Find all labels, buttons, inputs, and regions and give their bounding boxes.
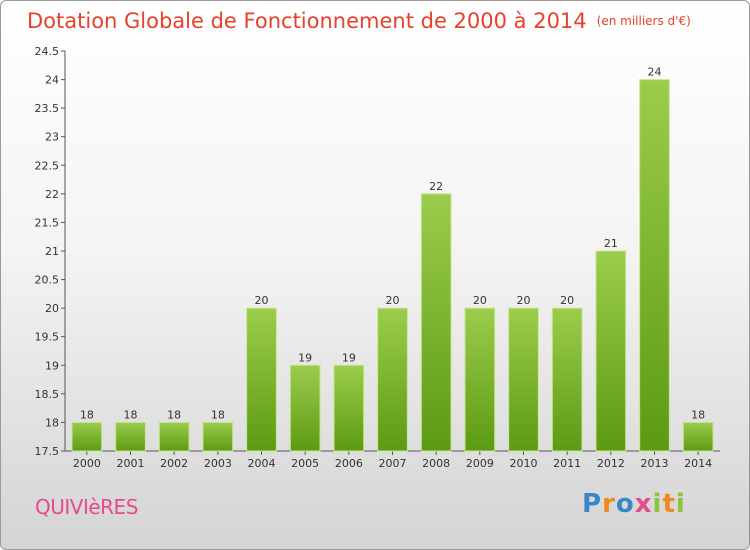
bar-2014 (682, 421, 714, 452)
bar-2000 (71, 421, 103, 452)
x-tick-label-2014: 2014 (684, 457, 712, 470)
logo-letter: i (675, 489, 686, 519)
y-tick-label: 18.5 (35, 388, 60, 401)
bar-2001 (115, 421, 146, 452)
bar-2006 (333, 364, 365, 452)
x-tick-label-2003: 2003 (204, 457, 232, 470)
x-tick-label-2010: 2010 (510, 457, 538, 470)
logo-letter: x (634, 489, 653, 519)
y-tick-label: 23.5 (35, 102, 60, 115)
x-tick-label-2000: 2000 (73, 457, 101, 470)
y-tick-label: 17.5 (35, 445, 60, 458)
data-label-2001: 18 (124, 408, 138, 421)
bar-2012 (595, 250, 627, 452)
logo-letter: t (662, 489, 676, 519)
data-label-2006: 19 (342, 351, 356, 364)
y-tick-label: 18 (45, 416, 59, 429)
data-label-2002: 18 (167, 408, 181, 421)
data-label-2003: 18 (211, 408, 225, 421)
x-tick-label-2011: 2011 (553, 457, 581, 470)
data-label-2013: 24 (648, 66, 662, 79)
logo-letter: P (582, 489, 603, 519)
bar-2003 (202, 421, 234, 452)
chart-bars (71, 79, 714, 452)
y-tick-label: 19 (45, 359, 59, 372)
y-tick-label: 24 (45, 74, 59, 87)
bar-2009 (464, 307, 496, 452)
y-tick-label: 20 (45, 302, 59, 315)
bar-2007 (377, 307, 408, 452)
chart-axes: 17.5 18 18.5 19 19.5 20 20.5 21 21.5 22 22.5 23 23.5… (35, 45, 720, 470)
commune-name: QUIVIèRES (35, 495, 138, 519)
data-label-2000: 18 (80, 408, 94, 421)
y-tick-label: 24.5 (35, 45, 60, 58)
data-label-2011: 20 (560, 294, 574, 307)
y-tick-label: 22.5 (35, 159, 60, 172)
x-tick-label-2012: 2012 (597, 457, 625, 470)
bar-2011 (551, 307, 583, 452)
logo-letter: r (602, 489, 616, 519)
data-label-2008: 22 (429, 180, 443, 193)
x-tick-label-2005: 2005 (291, 457, 319, 470)
data-label-2010: 20 (517, 294, 531, 307)
x-tick-label-2001: 2001 (117, 457, 145, 470)
data-label-2005: 19 (298, 351, 312, 364)
data-label-2009: 20 (473, 294, 487, 307)
x-tick-label-2013: 2013 (641, 457, 669, 470)
y-tick-label: 21 (45, 245, 59, 258)
y-tick-label: 19.5 (35, 331, 60, 344)
bar-2013 (639, 79, 670, 452)
x-tick-label-2007: 2007 (379, 457, 407, 470)
chart-data-labels: 18 18 18 18 20 19 19 20 22 20 20 20 21 24 18 (80, 66, 705, 422)
bar-2010 (508, 307, 539, 452)
chart-title-text: Dotation Globale de Fonctionnement de 20… (27, 9, 587, 33)
x-tick-label-2008: 2008 (422, 457, 450, 470)
data-label-2012: 21 (604, 237, 618, 250)
y-tick-label: 20.5 (35, 274, 60, 287)
y-tick-label: 21.5 (35, 216, 60, 229)
data-label-2004: 20 (255, 294, 269, 307)
bar-2004 (246, 307, 277, 452)
y-tick-label: 23 (45, 131, 59, 144)
x-tick-label-2009: 2009 (466, 457, 494, 470)
proxiti-logo[interactable]: Proxiti (582, 489, 686, 519)
logo-letter: i (652, 489, 663, 519)
x-tick-label-2006: 2006 (335, 457, 363, 470)
bar-2002 (158, 421, 190, 452)
x-tick-label-2004: 2004 (248, 457, 276, 470)
x-tick-label-2002: 2002 (160, 457, 188, 470)
bar-2008 (420, 193, 452, 452)
y-tick-label: 22 (45, 188, 59, 201)
data-label-2014: 18 (691, 408, 705, 421)
chart-subtitle: (en milliers d'€) (596, 14, 691, 28)
chart-title: Dotation Globale de Fonctionnement de 20… (27, 9, 691, 33)
logo-letter: o (615, 489, 635, 519)
bar-2005 (289, 364, 321, 452)
data-label-2007: 20 (386, 294, 400, 307)
